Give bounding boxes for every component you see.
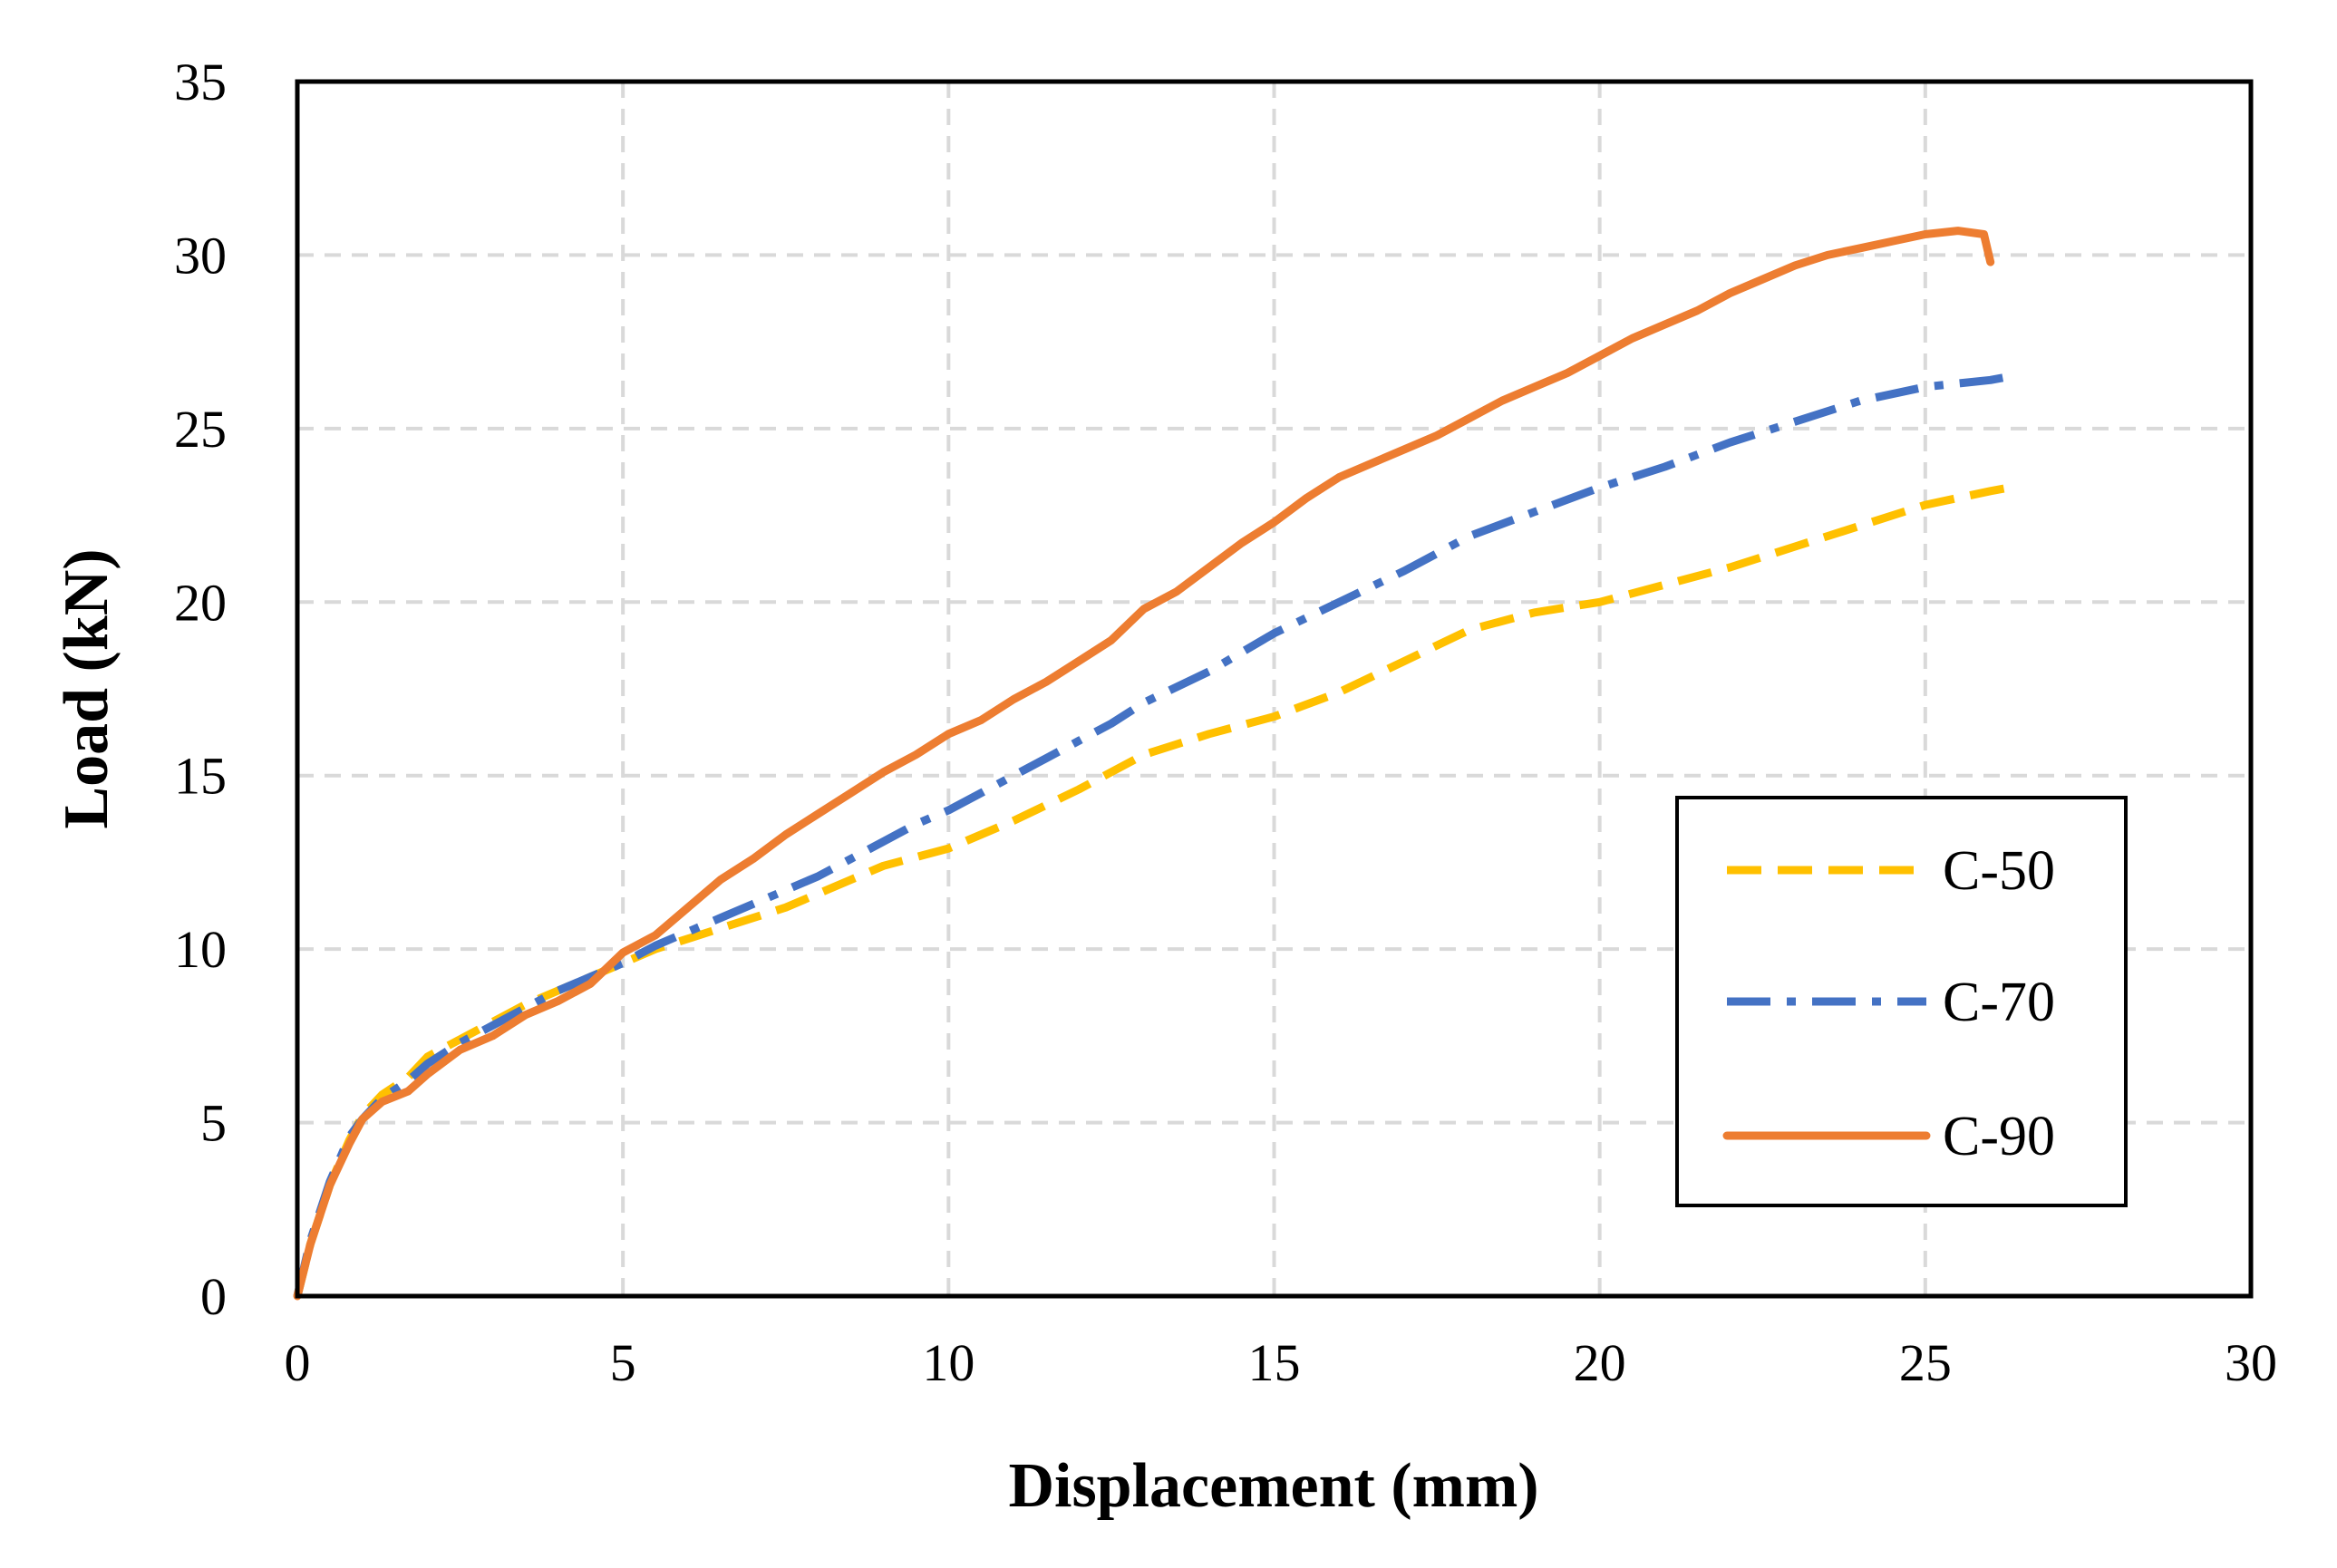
- legend-label-c-70: C-70: [1943, 972, 2055, 1033]
- series-line-c-70: [293, 372, 2012, 1298]
- series-layer: [293, 227, 2012, 1301]
- x-tick-label: 30: [2225, 1333, 2277, 1392]
- y-tick-labels: 0 5 10 15 20 25 30 35: [174, 53, 227, 1326]
- x-tick-labels: 0 5 10 15 20 25 30: [285, 1333, 2278, 1392]
- y-axis-title: Load (kN): [52, 548, 121, 828]
- x-tick-label: 0: [285, 1333, 311, 1392]
- x-tick-label: 25: [1899, 1333, 1952, 1392]
- legend-label-c-50: C-50: [1943, 840, 2055, 902]
- x-tick-label: 20: [1574, 1333, 1626, 1392]
- x-axis-title: Displacement (mm): [1008, 1451, 1538, 1521]
- gridlines: [297, 82, 2251, 1296]
- y-tick-label: 0: [200, 1267, 227, 1326]
- y-tick-label: 30: [174, 226, 227, 285]
- series-line-c-90: [293, 227, 1995, 1301]
- y-tick-label: 15: [174, 747, 227, 806]
- y-tick-label: 25: [174, 400, 227, 459]
- y-tick-label: 35: [174, 53, 227, 111]
- y-tick-label: 10: [174, 920, 227, 979]
- x-tick-label: 5: [610, 1333, 636, 1392]
- x-tick-label: 10: [922, 1333, 975, 1392]
- y-tick-label: 20: [174, 573, 227, 632]
- legend: C-50 C-70 C-90: [1675, 796, 2128, 1207]
- x-tick-label: 15: [1248, 1333, 1301, 1392]
- y-tick-label: 5: [200, 1094, 227, 1153]
- plot-area-border: [295, 79, 2254, 1299]
- legend-label-c-90: C-90: [1943, 1106, 2055, 1167]
